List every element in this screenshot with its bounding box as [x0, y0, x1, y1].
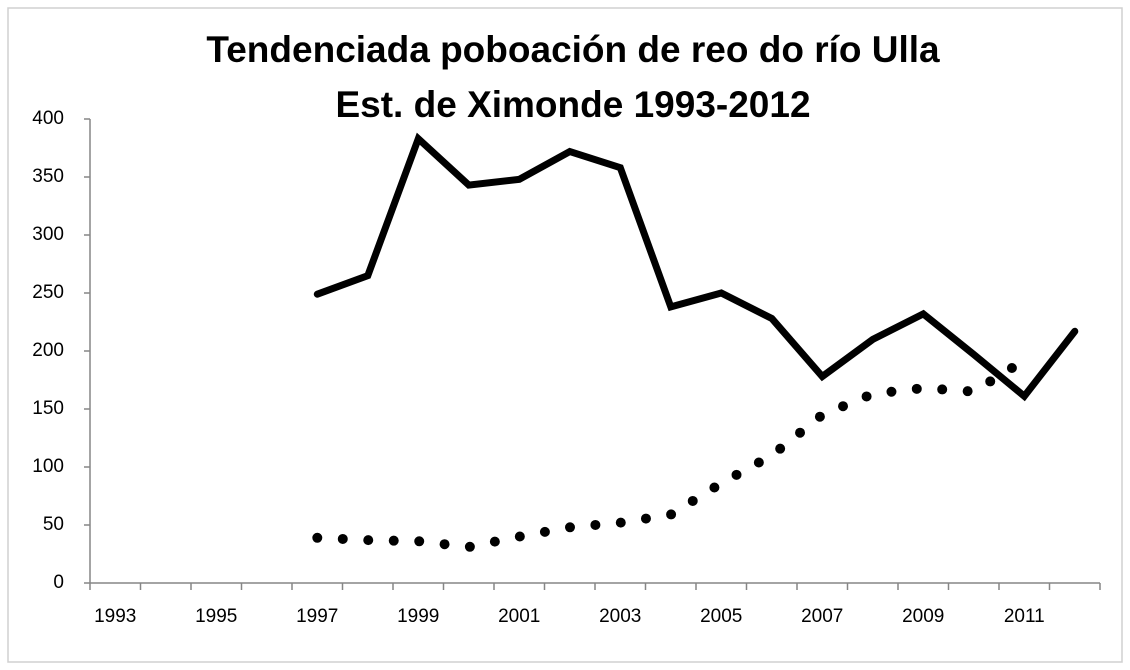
chart-title: Tendenciada poboación de reo do río Ulla	[206, 29, 940, 70]
x-tick-label: 2007	[801, 606, 843, 627]
y-tick-label: 300	[32, 224, 64, 245]
x-tick-label: 1997	[296, 606, 338, 627]
y-tick-label: 100	[32, 456, 64, 477]
x-tick-label: 2009	[902, 606, 944, 627]
x-tick-label: 1995	[195, 606, 237, 627]
x-tick-label: 1993	[94, 606, 136, 627]
y-tick-label: 400	[32, 108, 64, 129]
y-tick-label: 0	[53, 572, 64, 593]
x-tick-label: 2003	[599, 606, 641, 627]
chart-frame	[7, 7, 1123, 663]
chart-subtitle: Est. de Ximonde 1993-2012	[335, 84, 810, 125]
y-tick-label: 250	[32, 282, 64, 303]
y-tick-label: 150	[32, 398, 64, 419]
y-tick-label: 200	[32, 340, 64, 361]
x-tick-label: 1999	[397, 606, 439, 627]
data-line	[313, 132, 1079, 402]
x-tick-label: 2001	[498, 606, 540, 627]
y-tick-label: 350	[32, 166, 64, 187]
trend-line	[312, 355, 1030, 552]
x-tick-label: 2005	[700, 606, 742, 627]
y-tick-label: 50	[43, 514, 64, 535]
x-tick-label: 2011	[1004, 606, 1045, 627]
